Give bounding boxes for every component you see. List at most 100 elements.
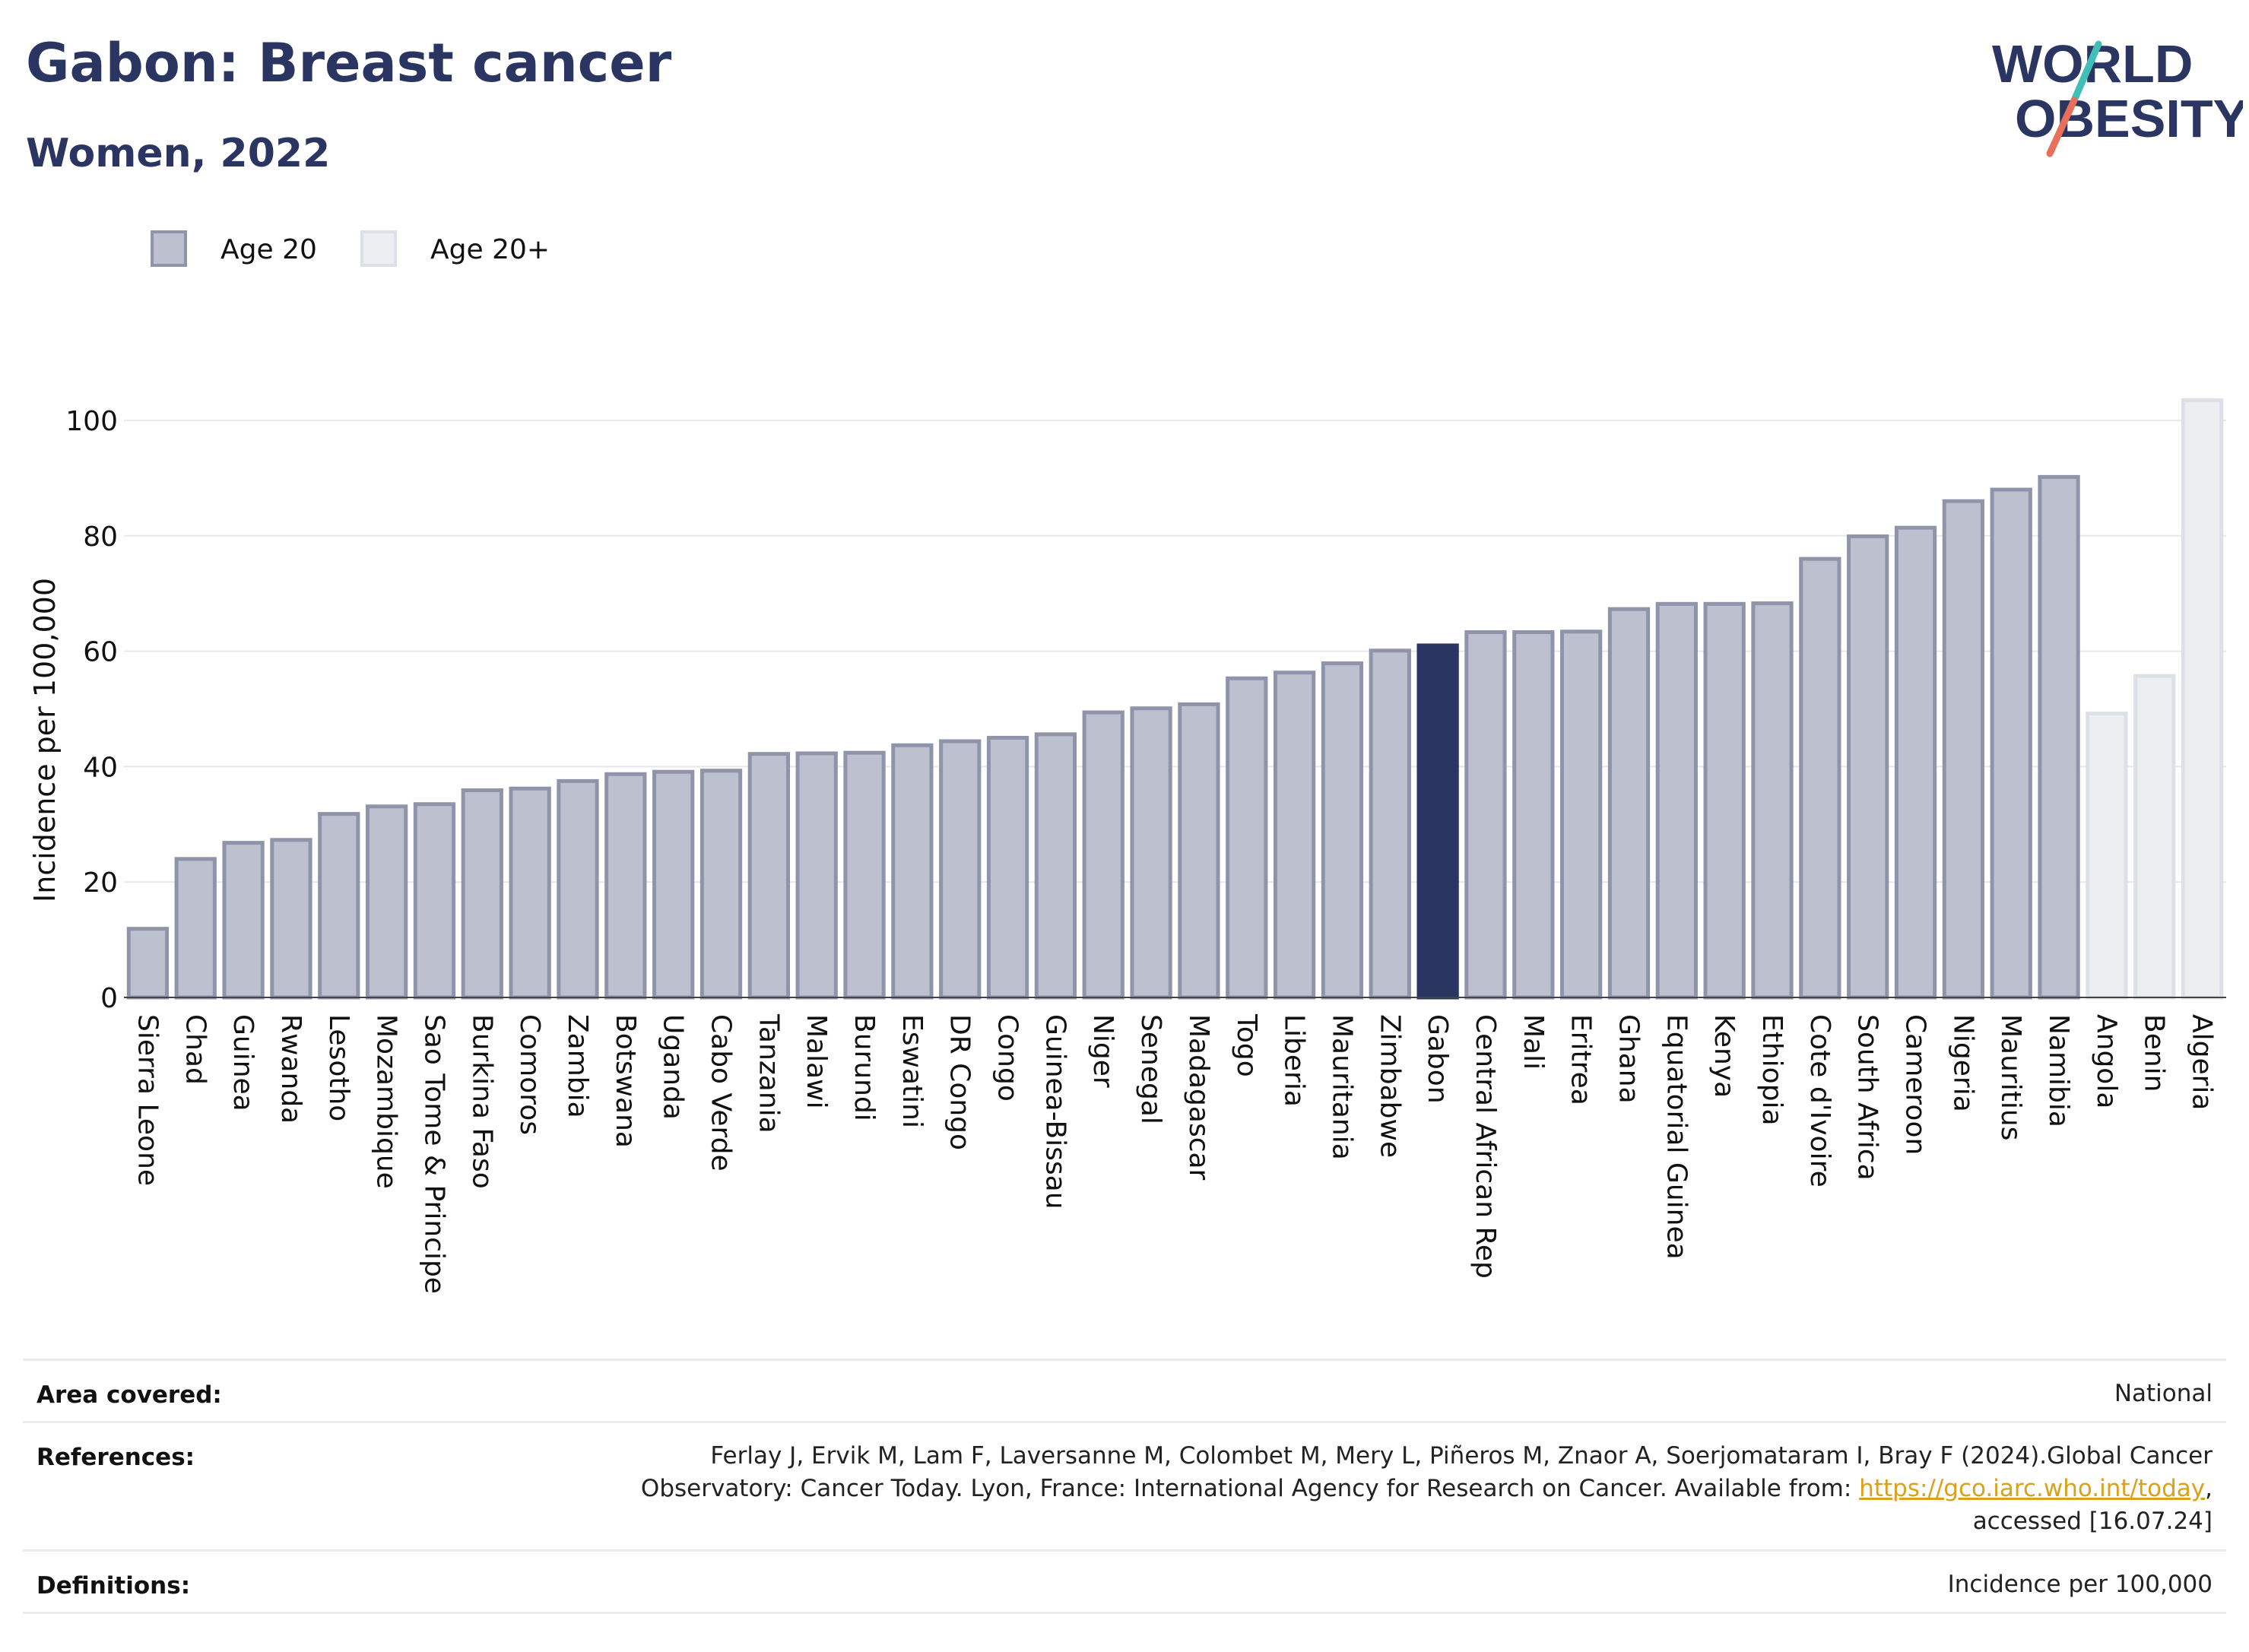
page-title: Gabon: Breast cancer (26, 32, 672, 94)
y-tick-label: 80 (83, 522, 118, 553)
legend-label: Age 20+ (430, 234, 550, 265)
x-tick-label: Ethiopia (1756, 1014, 1787, 1126)
x-tick-label: Congo (992, 1014, 1023, 1102)
bar (1321, 661, 1364, 1000)
bar (126, 927, 170, 1000)
x-tick-label: Mozambique (371, 1014, 402, 1189)
x-tick-label: Liberia (1279, 1014, 1310, 1107)
bar (986, 735, 1029, 1000)
bar (795, 751, 838, 1000)
bar (557, 778, 599, 1000)
x-tick-label: Gabon (1422, 1014, 1453, 1104)
bar (1034, 732, 1077, 1000)
meta-row-references: References: Ferlay J, Ervik M, Lam F, La… (23, 1421, 2226, 1535)
x-tick-label: Central African Rep (1470, 1014, 1501, 1279)
x-tick-label: Botswana (610, 1014, 641, 1148)
y-tick-label: 100 (65, 406, 118, 437)
bar (1847, 534, 1889, 1000)
bar (2038, 474, 2080, 1000)
bar (1416, 643, 1459, 1000)
legend: Age 20 Age 20+ (151, 230, 550, 267)
bar (1894, 525, 1937, 1000)
logo-slash-coral (2046, 97, 2078, 157)
legend-swatch (360, 230, 397, 267)
bar (1082, 710, 1124, 1000)
bar (270, 838, 312, 1000)
x-tick-label: Benin (2139, 1014, 2170, 1092)
world-obesity-logo: WORLD OBESITY (1992, 34, 2243, 157)
bar (461, 788, 503, 1000)
x-tick-label: Rwanda (275, 1014, 306, 1124)
x-tick-label: Senegal (1135, 1014, 1166, 1124)
bar (1990, 487, 2032, 1000)
meta-bottom-rule (23, 1612, 2226, 1614)
references-link[interactable]: https://gco.iarc.who.int/today (1859, 1475, 2206, 1502)
references-value: Ferlay J, Ervik M, Lam F, Laversanne M, … (641, 1440, 2213, 1538)
bar (604, 772, 647, 1000)
x-tick-label: Mauritius (1995, 1014, 2026, 1140)
bar (1560, 629, 1603, 1000)
x-tick-label: Equatorial Guinea (1661, 1014, 1692, 1260)
bar (509, 786, 551, 1000)
y-tick-label: 40 (83, 752, 118, 783)
y-tick-label: 60 (83, 637, 118, 668)
x-tick-label: Burkina Faso (466, 1014, 497, 1189)
bar (1512, 630, 1555, 1000)
x-tick-label: Zambia (562, 1014, 593, 1118)
bar (843, 750, 886, 1000)
definitions-label: Definitions: (36, 1572, 191, 1600)
references-line-2-end: , (2205, 1475, 2213, 1502)
x-tick-label: Lesotho (323, 1014, 354, 1121)
x-tick-label: Chad (179, 1014, 211, 1085)
bar (747, 752, 790, 1000)
x-tick-label: Comoros (514, 1014, 545, 1135)
legend-label: Age 20 (220, 234, 317, 265)
bar (413, 802, 456, 1000)
references-label: References: (36, 1444, 195, 1471)
x-tick-label: Madagascar (1183, 1014, 1214, 1181)
x-tick-label: Zimbabwe (1374, 1014, 1405, 1158)
x-tick-label: Eswatini (896, 1014, 928, 1128)
bar (1655, 601, 1698, 1000)
x-tick-label: Guinea (227, 1014, 259, 1111)
references-line-2-text: Observatory: Cancer Today. Lyon, France:… (640, 1475, 1860, 1502)
logo-slash-teal (2070, 40, 2102, 104)
x-tick-label: Niger (1087, 1014, 1118, 1088)
x-tick-label: Burundi (849, 1014, 880, 1121)
x-tick-label: Cameroon (1900, 1014, 1931, 1155)
references-line-2: Observatory: Cancer Today. Lyon, France:… (641, 1473, 2213, 1505)
x-tick-label: Togo (1231, 1013, 1262, 1077)
bar (1464, 630, 1507, 1000)
area-label: Area covered: (36, 1381, 222, 1409)
y-tick-label: 0 (100, 983, 118, 1014)
y-axis: 0 20 40 60 80 100 Incidence per 100,000 (28, 406, 118, 1014)
x-axis: Sierra Leone Chad Guinea Rwanda Lesotho Mozam… (124, 997, 2226, 1294)
references-line-1: Ferlay J, Ervik M, Lam F, Laversanne M, … (710, 1442, 2213, 1470)
bar (318, 812, 360, 1000)
y-tick-label: 20 (83, 867, 118, 899)
bar (1942, 499, 1985, 1000)
bar (1703, 601, 1746, 1000)
x-tick-label: Sao Tome & Principe (418, 1014, 449, 1294)
x-tick-label: Algeria (2187, 1014, 2218, 1111)
x-tick-label: Sierra Leone (132, 1014, 163, 1186)
bar (365, 804, 408, 1000)
meta-row-area: Area covered: National (23, 1359, 2226, 1409)
x-tick-label: South Africa (1852, 1014, 1883, 1181)
x-tick-label: DR Congo (944, 1014, 975, 1150)
x-tick-label: Tanzania (753, 1013, 784, 1134)
x-tick-label: Kenya (1708, 1014, 1740, 1098)
x-tick-label: Mali (1518, 1014, 1549, 1070)
bar (652, 769, 695, 1000)
x-tick-label: Nigeria (1947, 1014, 1978, 1112)
legend-swatch (151, 230, 187, 267)
x-tick-label: Ghana (1613, 1014, 1644, 1104)
bar (1369, 648, 1411, 1000)
bar (2133, 674, 2176, 1000)
x-tick-label: Malawi (801, 1014, 832, 1109)
bar (2181, 398, 2224, 1000)
bar (699, 769, 743, 1000)
x-tick-label: Cabo Verde (706, 1014, 737, 1172)
bar (1799, 556, 1841, 1000)
x-tick-label: Mauritania (1326, 1014, 1357, 1160)
